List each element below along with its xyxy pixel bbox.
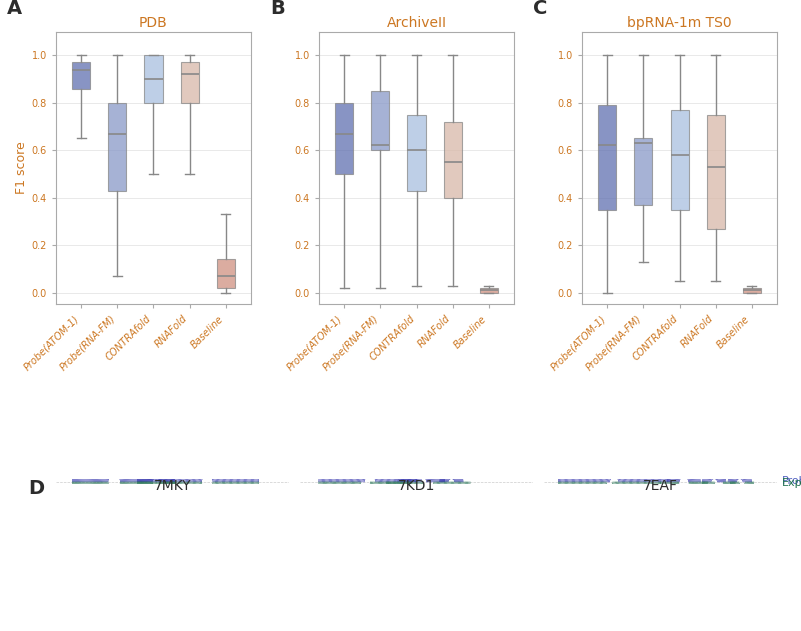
- PathPatch shape: [372, 91, 389, 150]
- PathPatch shape: [216, 259, 235, 288]
- Title: PDB: PDB: [139, 16, 168, 30]
- PathPatch shape: [72, 62, 91, 88]
- Title: bpRNA-1m TS0: bpRNA-1m TS0: [627, 16, 732, 30]
- PathPatch shape: [706, 115, 725, 228]
- PathPatch shape: [444, 122, 461, 198]
- PathPatch shape: [743, 288, 761, 293]
- Text: C: C: [533, 0, 548, 18]
- Text: Probe(ATOM-1): Probe(ATOM-1): [782, 476, 801, 486]
- PathPatch shape: [670, 110, 689, 209]
- Y-axis label: F1 score: F1 score: [14, 141, 27, 194]
- PathPatch shape: [180, 62, 199, 103]
- Text: D: D: [28, 479, 44, 498]
- PathPatch shape: [634, 138, 653, 205]
- PathPatch shape: [598, 105, 617, 209]
- PathPatch shape: [108, 103, 127, 191]
- Text: B: B: [271, 0, 285, 18]
- PathPatch shape: [144, 56, 163, 103]
- Text: 7EAF: 7EAF: [643, 480, 678, 493]
- Text: Experimental: Experimental: [782, 478, 801, 488]
- Text: 7KD1: 7KD1: [398, 480, 435, 493]
- Text: 7MKY: 7MKY: [154, 480, 191, 493]
- PathPatch shape: [480, 288, 497, 293]
- Title: ArchiveII: ArchiveII: [387, 16, 446, 30]
- Text: A: A: [7, 0, 22, 18]
- PathPatch shape: [408, 115, 425, 191]
- PathPatch shape: [336, 103, 353, 174]
